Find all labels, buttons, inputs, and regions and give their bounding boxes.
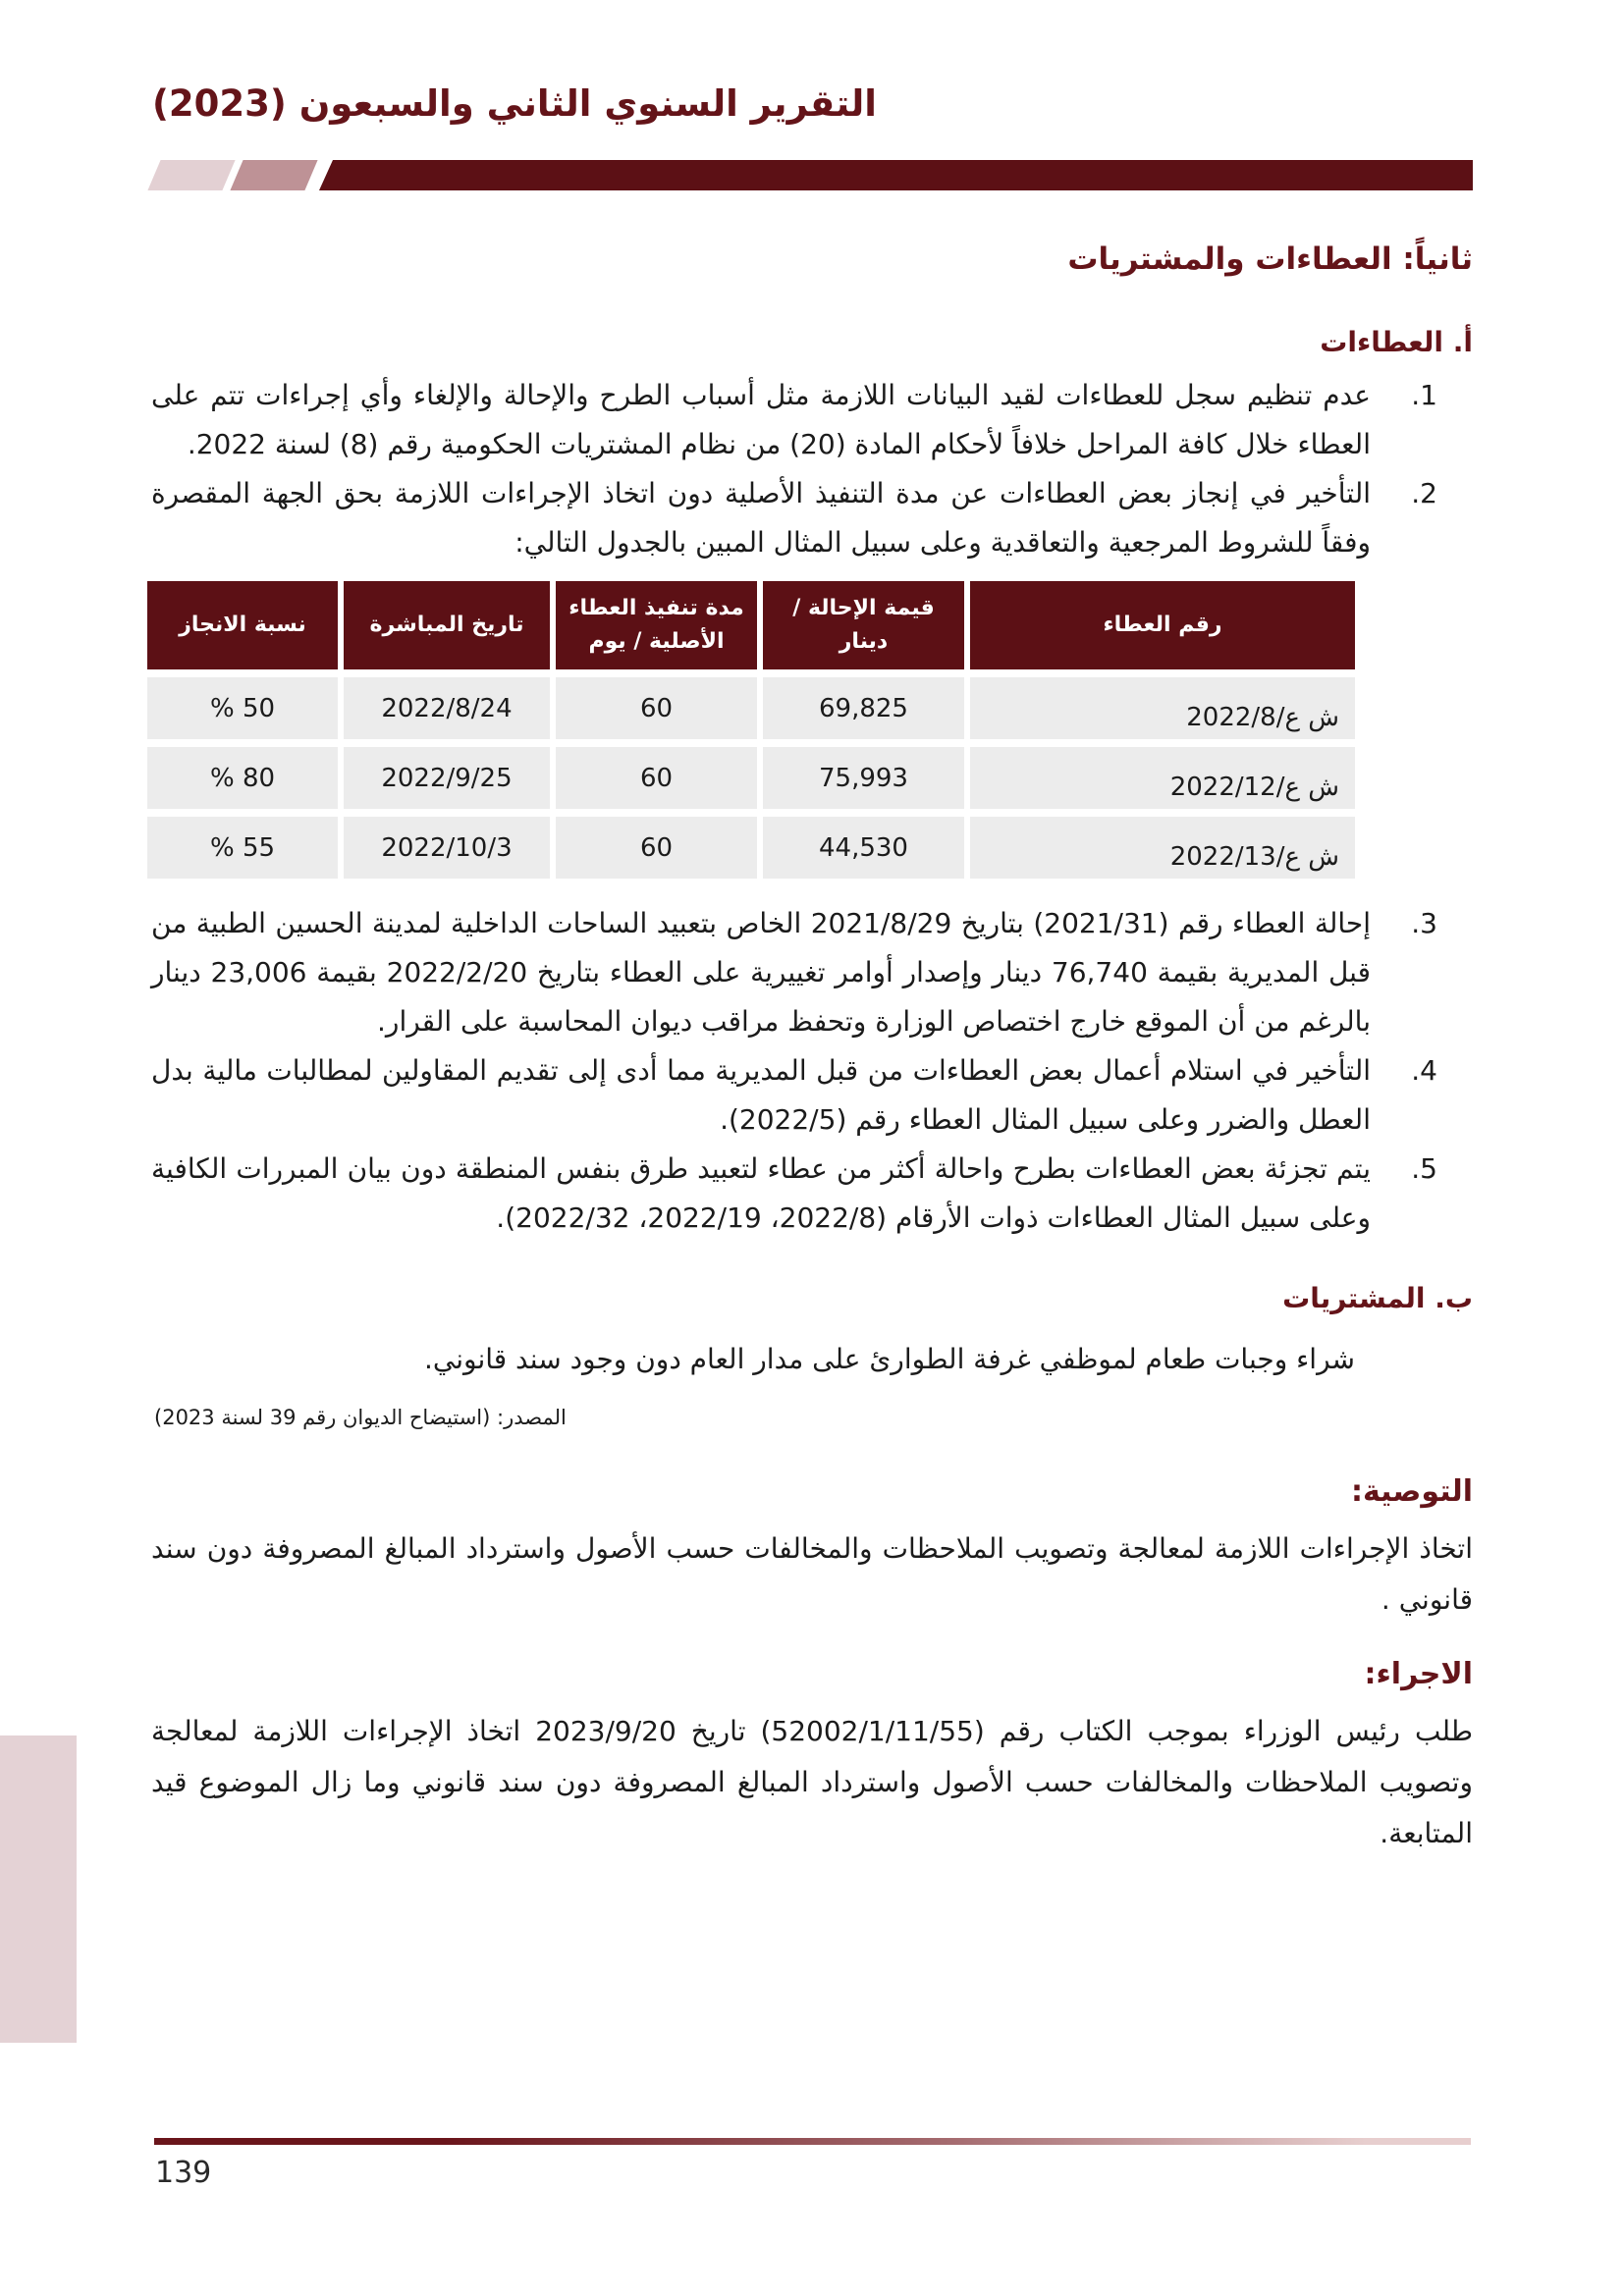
table-header-cell: قيمة الإحالة / دينار bbox=[763, 581, 964, 669]
table-cell-tender-number: ش ع/2022/8 bbox=[970, 677, 1355, 739]
list-item: 3. إحالة العطاء رقم (2021/31) بتاريخ 2021… bbox=[151, 899, 1437, 1046]
table-cell: % 80 bbox=[147, 747, 338, 809]
list-item-number: 2. bbox=[1411, 477, 1437, 509]
tenders-table: رقم العطاء قيمة الإحالة / دينار مدة تنفيذ … bbox=[147, 581, 1355, 879]
table-cell: 60 bbox=[556, 677, 757, 739]
list-item-number: 1. bbox=[1411, 379, 1437, 411]
list-item-number: 4. bbox=[1411, 1054, 1437, 1087]
table-cell: 69,825 bbox=[763, 677, 964, 739]
header-decoration bbox=[147, 160, 1473, 190]
recommendation-text: اتخاذ الإجراءات اللازمة لمعالجة وتصويب ا… bbox=[151, 1532, 1473, 1616]
table-cell: 2022/10/3 bbox=[344, 817, 550, 879]
list-item-text: التأخير في إنجاز بعض العطاءات عن مدة الت… bbox=[151, 477, 1371, 559]
list-item-text: يتم تجزئة بعض العطاءات بطرح واحالة أكثر … bbox=[151, 1152, 1371, 1234]
source-note: المصدر: (استيضاح الديوان رقم 39 لسنة 202… bbox=[154, 1406, 567, 1429]
list-item-number: 5. bbox=[1411, 1152, 1437, 1185]
footer-rule bbox=[154, 2138, 1471, 2145]
list-item-text: التأخير في استلام أعمال بعض العطاءات من … bbox=[151, 1054, 1371, 1136]
list-item-number: 3. bbox=[1411, 907, 1437, 939]
table-header-cell: مدة تنفيذ العطاء الأصلية / يوم bbox=[556, 581, 757, 669]
table-cell: 2022/9/25 bbox=[344, 747, 550, 809]
list-item: 5. يتم تجزئة بعض العطاءات بطرح واحالة أكث… bbox=[151, 1145, 1437, 1243]
table-cell-tender-number: ش ع/2022/12 bbox=[970, 747, 1355, 809]
decoration-light-parallelogram bbox=[147, 160, 236, 190]
table-cell-tender-number: ش ع/2022/13 bbox=[970, 817, 1355, 879]
table-cell: 60 bbox=[556, 817, 757, 879]
list-item: 2. التأخير في إنجاز بعض العطاءات عن مدة ا… bbox=[151, 469, 1437, 567]
purchases-observation-text: شراء وجبات طعام لموظفي غرفة الطوارئ على … bbox=[423, 1343, 1355, 1375]
tenders-list-2: 3. إحالة العطاء رقم (2021/31) بتاريخ 2021… bbox=[151, 899, 1473, 1243]
table-cell: 75,993 bbox=[763, 747, 964, 809]
list-item: 1. عدم تنظيم سجل للعطاءات لقيد البيانات ا… bbox=[151, 371, 1437, 469]
action-text: طلب رئيس الوزراء بموجب الكتاب رقم (52002… bbox=[151, 1715, 1474, 1849]
list-item-text: إحالة العطاء رقم (2021/31) بتاريخ 2021/8… bbox=[151, 907, 1372, 1038]
section-title: ثانياً: العطاءات والمشتريات bbox=[1067, 241, 1473, 277]
table-cell: % 55 bbox=[147, 817, 338, 879]
table-cell: 44,530 bbox=[763, 817, 964, 879]
list-item: 4. التأخير في استلام أعمال بعض العطاءات م… bbox=[151, 1046, 1437, 1145]
subsection-b-title: ب. المشتريات bbox=[1282, 1282, 1473, 1314]
tenders-list-1: 1. عدم تنظيم سجل للعطاءات لقيد البيانات ا… bbox=[151, 371, 1473, 567]
page-number: 139 bbox=[155, 2156, 212, 2190]
action-title: الاجراء: bbox=[1364, 1657, 1473, 1691]
table-header-cell: رقم العطاء bbox=[970, 581, 1355, 669]
left-margin-decoration bbox=[0, 1735, 77, 2043]
table-header-cell: تاريخ المباشرة bbox=[344, 581, 550, 669]
decoration-maroon-bar bbox=[319, 160, 1473, 190]
recommendation-title: التوصية: bbox=[1350, 1474, 1473, 1509]
decoration-mauve-parallelogram bbox=[230, 160, 318, 190]
table-cell: 60 bbox=[556, 747, 757, 809]
table-cell: 2022/8/24 bbox=[344, 677, 550, 739]
table-cell: % 50 bbox=[147, 677, 338, 739]
subsection-a-title: أ. العطاءات bbox=[1320, 326, 1473, 358]
list-item-text: عدم تنظيم سجل للعطاءات لقيد البيانات الل… bbox=[151, 379, 1371, 460]
table-header-cell: نسبة الانجاز bbox=[147, 581, 338, 669]
report-header-title: التقرير السنوي الثاني والسبعون (2023) bbox=[152, 82, 877, 125]
